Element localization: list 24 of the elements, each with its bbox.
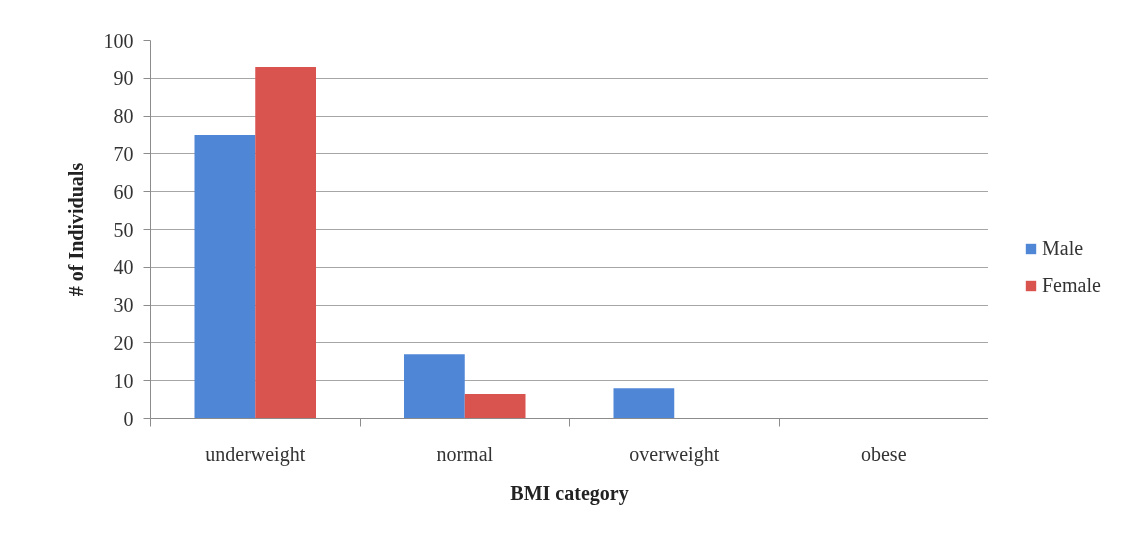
x-tick-label: underweight: [205, 442, 306, 466]
bar: [194, 135, 256, 419]
y-axis-title: # of Individuals: [64, 162, 87, 297]
bar: [613, 388, 675, 419]
y-tick-label: 50: [113, 218, 134, 241]
legend-label: Female: [1042, 273, 1101, 297]
bar: [403, 354, 465, 419]
y-tick-label: 90: [113, 67, 134, 90]
y-tick-label: 60: [113, 180, 134, 203]
y-tick-label: 70: [113, 142, 134, 165]
bar: [255, 66, 317, 419]
y-tick-label: 30: [113, 294, 134, 317]
y-tick-label: 40: [113, 256, 134, 279]
x-tick-label: obese: [860, 442, 907, 465]
bar: [464, 393, 526, 419]
x-axis-title: BMI category: [510, 481, 629, 505]
x-tick-label: overweight: [629, 442, 720, 466]
x-tick-label: normal: [436, 442, 494, 465]
y-tick-label: 10: [113, 369, 134, 392]
y-tick-label: 20: [113, 331, 134, 354]
y-tick-label: 80: [113, 105, 134, 128]
legend-label: Male: [1042, 236, 1084, 260]
y-tick-label: 100: [103, 29, 134, 52]
y-tick-label: 0: [123, 407, 134, 430]
